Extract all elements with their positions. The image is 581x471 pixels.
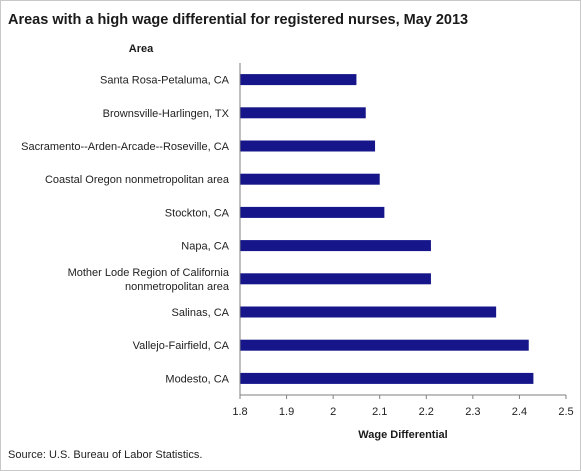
bar bbox=[240, 140, 376, 152]
category-label: Sacramento--Arden-Arcade--Roseville, CA bbox=[21, 141, 230, 153]
x-tick-label: 2 bbox=[330, 406, 336, 418]
x-tick-label: 1.8 bbox=[232, 406, 247, 418]
bar bbox=[240, 339, 529, 351]
bar bbox=[240, 240, 431, 252]
category-label: Modesto, CA bbox=[165, 373, 229, 385]
category-label: Napa, CA bbox=[181, 241, 229, 253]
chart-title: Areas with a high wage differential for … bbox=[8, 12, 469, 28]
x-tick-label: 2.1 bbox=[372, 406, 387, 418]
category-label: Coastal Oregon nonmetropolitan area bbox=[45, 174, 230, 186]
bar bbox=[240, 372, 534, 384]
bar bbox=[240, 74, 357, 86]
bar bbox=[240, 107, 366, 119]
category-label: Stockton, CA bbox=[165, 207, 230, 219]
category-label: Brownsville-Harlingen, TX bbox=[103, 108, 230, 120]
category-label: Vallejo-Fairfield, CA bbox=[133, 340, 230, 352]
source-note: Source: U.S. Bureau of Labor Statistics. bbox=[8, 449, 203, 461]
x-tick-label: 2.4 bbox=[512, 406, 527, 418]
x-tick-label: 1.9 bbox=[279, 406, 294, 418]
bar bbox=[240, 273, 431, 285]
category-label: Santa Rosa-Petaluma, CA bbox=[100, 75, 230, 87]
value-axis-label: Wage Differential bbox=[358, 429, 447, 441]
bar bbox=[240, 306, 497, 318]
category-axis-label: Area bbox=[129, 43, 154, 55]
x-tick-label: 2.3 bbox=[465, 406, 480, 418]
x-tick-label: 2.5 bbox=[558, 406, 573, 418]
category-label: Salinas, CA bbox=[172, 307, 230, 319]
bar bbox=[240, 173, 380, 185]
bar bbox=[240, 206, 385, 218]
x-tick-label: 2.2 bbox=[419, 406, 434, 418]
category-label: Mother Lode Region of California nonmetro… bbox=[68, 267, 230, 293]
